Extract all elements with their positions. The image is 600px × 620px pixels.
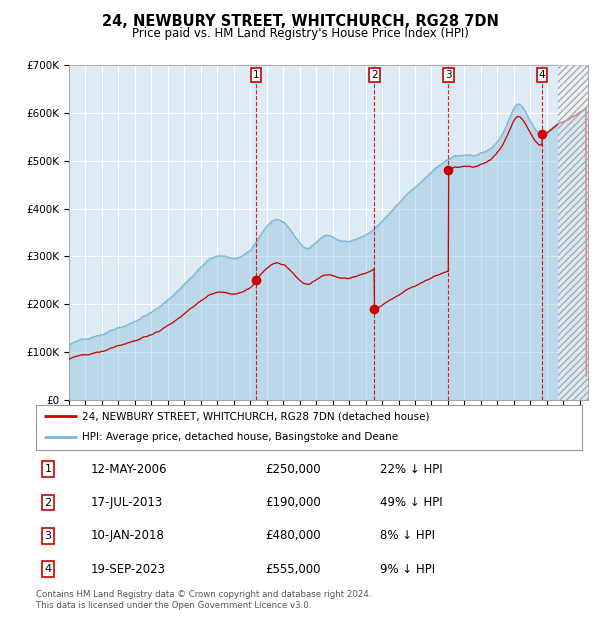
Text: 24, NEWBURY STREET, WHITCHURCH, RG28 7DN: 24, NEWBURY STREET, WHITCHURCH, RG28 7DN — [101, 14, 499, 29]
Text: £190,000: £190,000 — [265, 496, 321, 509]
Text: 2: 2 — [371, 70, 378, 80]
Text: 3: 3 — [44, 531, 52, 541]
Text: 4: 4 — [44, 564, 52, 574]
Text: £480,000: £480,000 — [265, 529, 321, 542]
Text: 10-JAN-2018: 10-JAN-2018 — [91, 529, 164, 542]
Text: 22% ↓ HPI: 22% ↓ HPI — [380, 463, 443, 476]
Text: 17-JUL-2013: 17-JUL-2013 — [91, 496, 163, 509]
Text: 4: 4 — [539, 70, 545, 80]
Text: £555,000: £555,000 — [265, 563, 321, 576]
Text: HPI: Average price, detached house, Basingstoke and Deane: HPI: Average price, detached house, Basi… — [82, 432, 398, 442]
Text: Price paid vs. HM Land Registry's House Price Index (HPI): Price paid vs. HM Land Registry's House … — [131, 27, 469, 40]
Bar — [558, 65, 600, 400]
Text: 9% ↓ HPI: 9% ↓ HPI — [380, 563, 435, 576]
Text: 2: 2 — [44, 498, 52, 508]
Text: 24, NEWBURY STREET, WHITCHURCH, RG28 7DN (detached house): 24, NEWBURY STREET, WHITCHURCH, RG28 7DN… — [82, 411, 430, 421]
Text: Contains HM Land Registry data © Crown copyright and database right 2024.
This d: Contains HM Land Registry data © Crown c… — [36, 590, 371, 609]
Text: 49% ↓ HPI: 49% ↓ HPI — [380, 496, 443, 509]
Text: 3: 3 — [445, 70, 452, 80]
Text: 19-SEP-2023: 19-SEP-2023 — [91, 563, 166, 576]
Bar — [558, 65, 600, 400]
Text: 12-MAY-2006: 12-MAY-2006 — [91, 463, 167, 476]
Text: £250,000: £250,000 — [265, 463, 321, 476]
FancyBboxPatch shape — [36, 405, 582, 450]
Text: 1: 1 — [253, 70, 259, 80]
Text: 8% ↓ HPI: 8% ↓ HPI — [380, 529, 435, 542]
Text: 1: 1 — [44, 464, 52, 474]
